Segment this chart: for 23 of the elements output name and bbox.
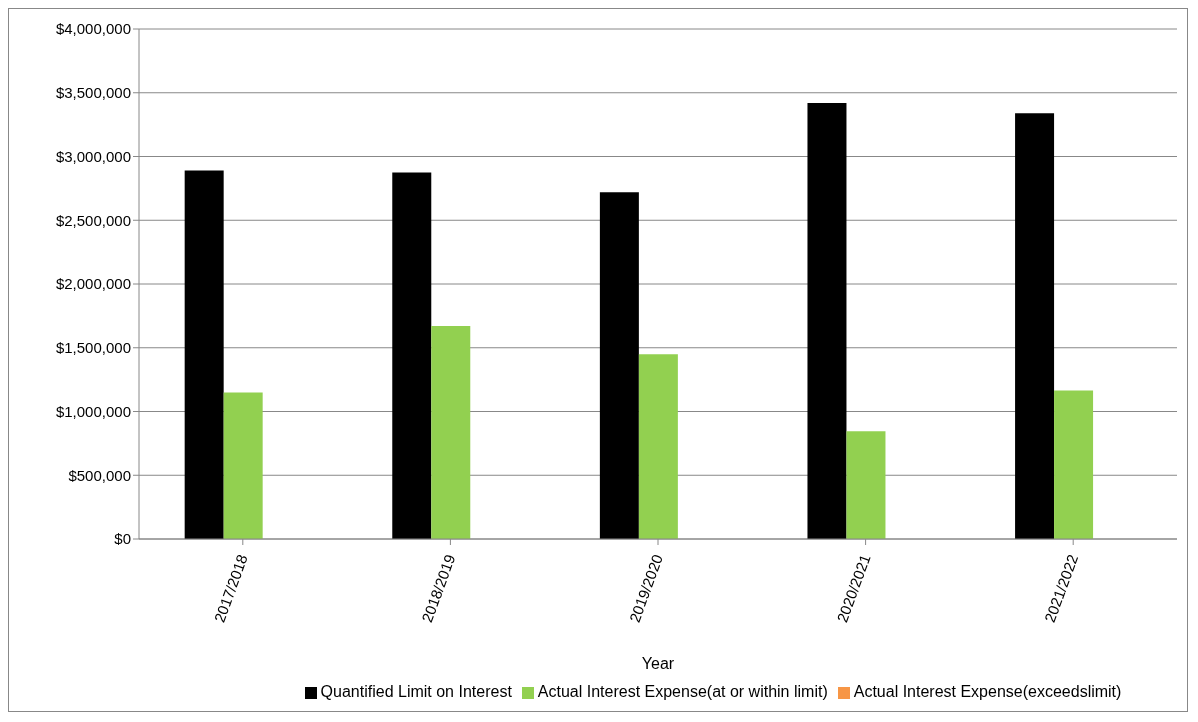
y-tick-label: $3,000,000	[55, 147, 131, 165]
bar	[184, 170, 224, 539]
bar	[431, 326, 471, 539]
bar	[392, 172, 432, 539]
bar	[807, 102, 847, 539]
bar	[846, 431, 886, 539]
legend-label: Quantified Limit on Interest	[320, 683, 512, 700]
y-tick-label: $2,000,000	[55, 275, 131, 293]
y-tick-label: $2,500,000	[55, 211, 131, 229]
bar	[1015, 113, 1055, 539]
y-tick-label: $0	[114, 530, 131, 548]
y-tick-label: $3,500,000	[55, 84, 131, 102]
y-tick-label: $4,000,000	[55, 20, 131, 38]
bar	[638, 354, 678, 539]
bar	[223, 392, 263, 539]
y-tick-label: $1,000,000	[55, 402, 131, 420]
bar	[599, 192, 639, 539]
legend-label: Actual Interest Expense(exceedslimit)	[853, 683, 1122, 700]
x-axis-title: Year	[641, 655, 675, 672]
y-tick-label: $1,500,000	[55, 339, 131, 357]
legend-label: Actual Interest Expense(at or within limit)	[537, 683, 828, 700]
y-tick-label: $500,000	[68, 466, 131, 484]
bar	[1054, 390, 1094, 539]
